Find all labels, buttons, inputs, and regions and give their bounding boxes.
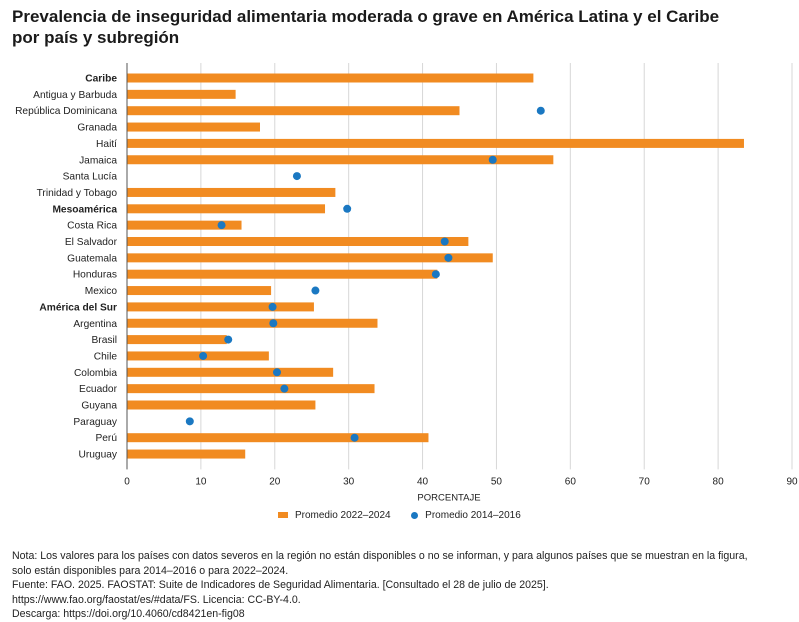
data-point — [350, 433, 359, 442]
x-axis-title: PORCENTAJE — [417, 492, 480, 503]
bar — [127, 449, 246, 459]
bar — [127, 155, 554, 165]
bar — [127, 106, 460, 116]
category-label: Perú — [95, 433, 117, 444]
legend-dot-swatch — [411, 511, 419, 519]
data-point — [488, 155, 497, 164]
data-point — [280, 384, 289, 393]
category-label: República Dominicana — [15, 106, 117, 117]
bar — [127, 433, 429, 443]
legend-bar-swatch — [278, 512, 289, 519]
footnotes: Nota: Los valores para los países con da… — [12, 549, 792, 622]
category-label: Uruguay — [78, 450, 117, 461]
bar — [127, 318, 378, 328]
data-point — [185, 417, 194, 426]
legend-item-bars: Promedio 2022–2024 — [278, 510, 391, 521]
category-label: Guyana — [81, 401, 117, 412]
category-label: Mexico — [85, 286, 118, 297]
category-label: Guatemala — [67, 253, 117, 264]
x-tick-label: 40 — [417, 476, 429, 487]
category-label: Granada — [77, 123, 117, 134]
bar — [127, 220, 242, 230]
category-label: Brasil — [92, 335, 117, 346]
bar — [127, 302, 314, 312]
data-point — [444, 253, 453, 262]
category-label: Argentina — [73, 319, 117, 330]
data-point — [431, 270, 440, 279]
bar — [127, 237, 469, 246]
legend: Promedio 2022–2024 Promedio 2014–2016 — [0, 510, 799, 521]
bar — [127, 187, 336, 197]
bar — [127, 269, 438, 279]
data-point — [217, 221, 226, 230]
legend-item-dots: Promedio 2014–2016 — [411, 510, 521, 521]
data-point — [292, 172, 301, 181]
category-label: América del Sur — [39, 302, 117, 313]
data-point — [268, 302, 277, 311]
x-tick-label: 0 — [124, 476, 130, 487]
x-tick-label: 80 — [713, 476, 725, 487]
chart-title-line-2: por país y subregión — [12, 28, 180, 47]
category-label: Haití — [96, 139, 117, 150]
data-point — [199, 351, 208, 360]
bar — [127, 351, 269, 361]
x-tick-label: 70 — [639, 476, 651, 487]
bar — [127, 367, 334, 377]
bar-chart: Caribe Antigua y Barbuda República Dominic… — [15, 63, 798, 503]
bar — [127, 122, 260, 132]
chart-title: Prevalencia de inseguridad alimentaria m… — [12, 6, 782, 48]
data-point — [272, 368, 281, 377]
chart-title-line-1: Prevalencia de inseguridad alimentaria m… — [12, 7, 720, 26]
bar — [127, 253, 493, 263]
data-point — [269, 319, 278, 328]
data-point — [343, 204, 352, 213]
category-label: Costa Rica — [67, 221, 117, 232]
category-label: Honduras — [73, 270, 117, 281]
bar — [127, 89, 236, 99]
data-point — [311, 286, 320, 295]
x-tick-label: 20 — [269, 476, 281, 487]
category-label: El Salvador — [65, 237, 118, 248]
bar — [127, 204, 326, 214]
category-label: Antigua y Barbuda — [33, 90, 117, 101]
source-line: Fuente: FAO. 2025. FAOSTAT: Suite de Ind… — [12, 579, 549, 592]
category-label: Chile — [94, 351, 118, 362]
bar — [127, 384, 375, 394]
legend-label-bars: Promedio 2022–2024 — [294, 510, 391, 521]
x-tick-label: 30 — [343, 476, 355, 487]
category-label: Trinidad y Tobago — [37, 188, 118, 199]
data-point — [536, 106, 545, 115]
category-label: Santa Lucía — [63, 172, 118, 183]
x-tick-label: 50 — [491, 476, 503, 487]
category-label: Ecuador — [79, 384, 118, 395]
note-line: solo están disponibles para 2014–2016 o … — [12, 564, 289, 577]
note-line: Nota: Los valores para los países con da… — [12, 550, 748, 562]
x-tick-label: 60 — [565, 476, 577, 487]
bar — [127, 286, 272, 296]
legend-label-dots: Promedio 2014–2016 — [425, 510, 521, 521]
bar — [127, 400, 316, 410]
data-point — [224, 335, 233, 344]
bar — [127, 138, 744, 148]
category-label: Colombia — [74, 368, 117, 379]
bar — [127, 73, 534, 83]
license-line: https://www.fao.org/faostat/es/#data/FS.… — [12, 593, 301, 606]
category-label: Mesoamérica — [52, 204, 117, 215]
category-label: Paraguay — [73, 417, 118, 428]
data-point — [440, 237, 449, 246]
x-tick-label: 10 — [195, 476, 207, 487]
x-tick-label: 90 — [786, 476, 798, 487]
category-label: Jamaica — [79, 155, 117, 166]
download-line: Descarga: https://doi.org/10.4060/cd8421… — [12, 608, 245, 621]
bar — [127, 335, 227, 345]
category-label: Caribe — [85, 74, 117, 85]
